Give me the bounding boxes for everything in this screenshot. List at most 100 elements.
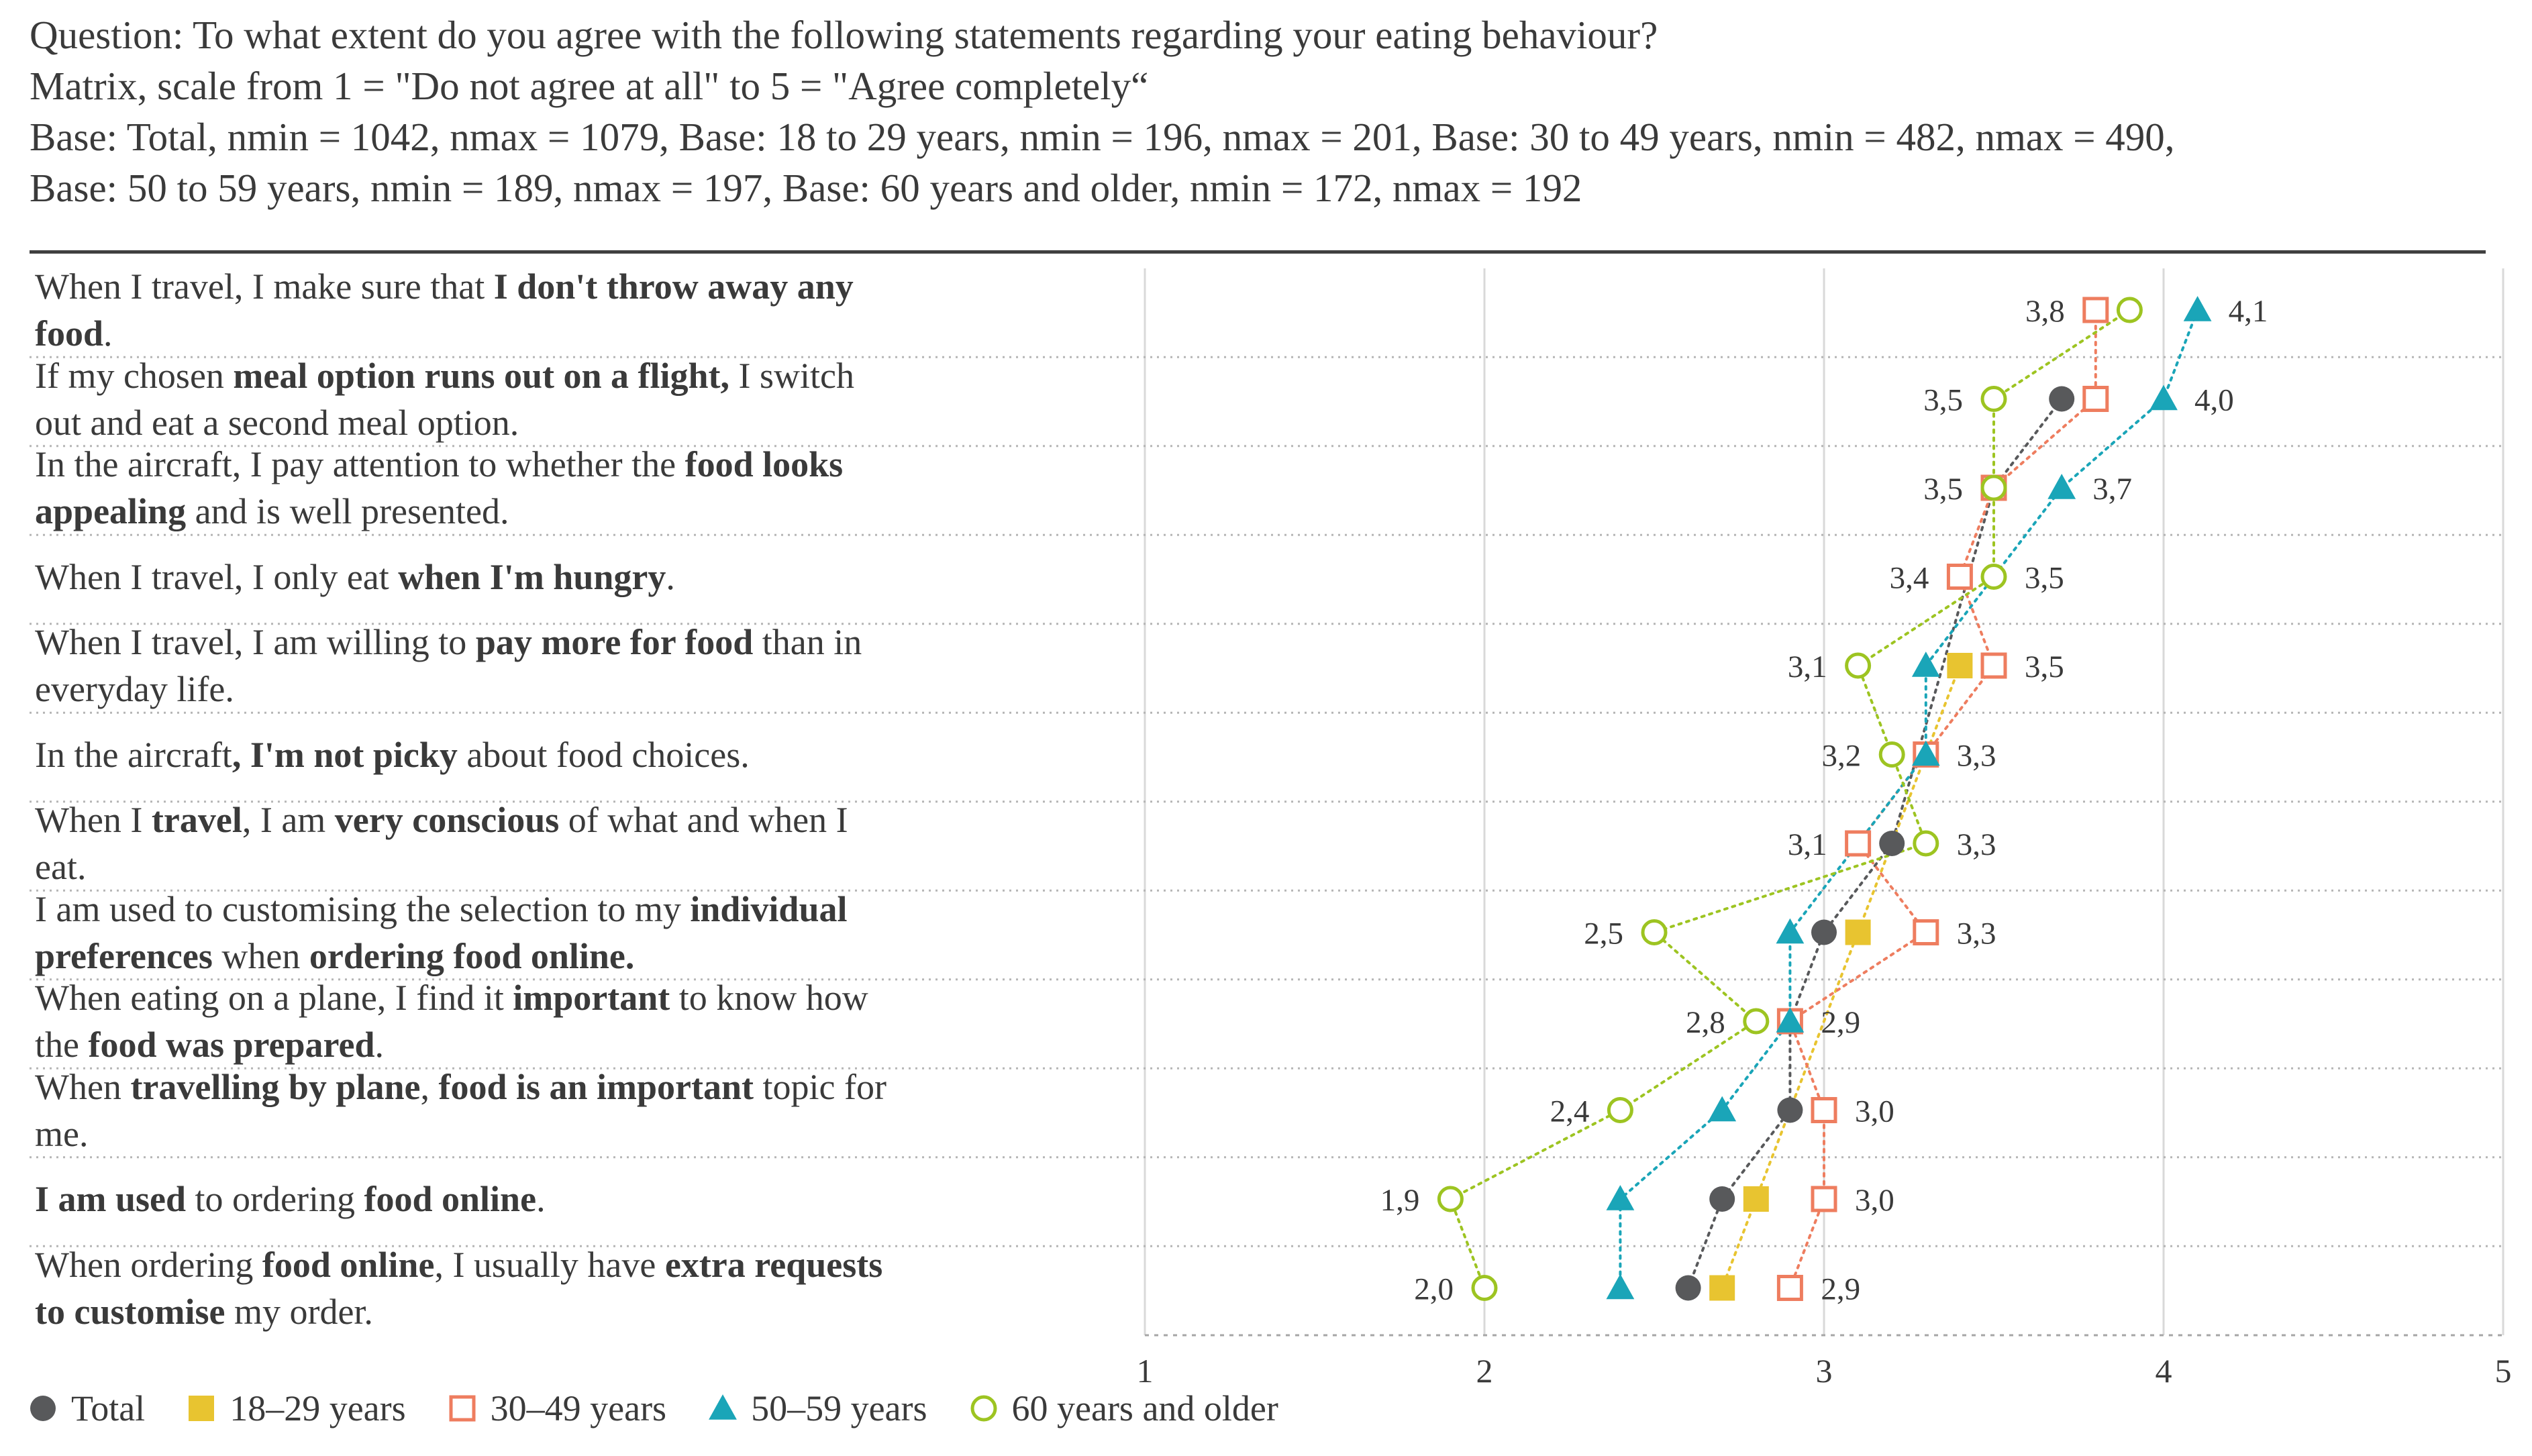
legend-marker-icon (189, 1396, 215, 1421)
legend-item: 60 years and older (968, 1388, 1278, 1429)
statement-text: food online (262, 1244, 435, 1285)
statement-text: individual (690, 888, 848, 929)
legend-item: 18–29 years (185, 1388, 406, 1429)
header-divider (30, 250, 2486, 254)
data-point-30-49-years (1776, 1275, 1803, 1301)
data-point-60-years-and-older (2116, 297, 2143, 323)
statement-text: When I travel, I am willing to (35, 622, 476, 662)
data-point-50-59-years (2183, 296, 2212, 321)
data-point-total (1777, 1097, 1803, 1123)
data-label: 3,5 (1923, 472, 1963, 507)
data-point-total (2049, 386, 2075, 412)
x-tick-label-3: 3 (1816, 1352, 1833, 1390)
data-point-18-29-years (1845, 919, 1871, 945)
legend-marker-icon (709, 1394, 737, 1420)
legend-marker (970, 1395, 997, 1422)
statement-text: travel (151, 800, 242, 840)
statement-text: to customise (35, 1291, 225, 1332)
statement-label: In the aircraft, I'm not picky about foo… (35, 731, 1082, 778)
data-point-30-49-years (1811, 1097, 1837, 1123)
legend-marker (189, 1396, 215, 1421)
data-label: 2,8 (1686, 1005, 1725, 1040)
statement-text: food looks (685, 444, 844, 484)
statement-text: when I'm hungry (398, 556, 666, 597)
data-point-60-years-and-older (1607, 1097, 1633, 1123)
x-tick-label-4: 4 (2156, 1352, 2172, 1390)
statement-text: and is well presented. (186, 491, 509, 531)
data-label: 4,1 (2229, 294, 2268, 329)
statement-text: meal option runs out on a flight, (233, 355, 730, 396)
data-point-18-29-years (1709, 1275, 1735, 1301)
statement-text: If my chosen (35, 355, 234, 396)
statement-label: In the aircraft, I pay attention to whet… (35, 441, 1082, 535)
legend-label: 18–29 years (230, 1388, 406, 1428)
statement-text: extra requests (664, 1244, 883, 1285)
statement-text: I am used to customising the selection t… (35, 888, 691, 929)
data-label: 3,7 (2092, 472, 2132, 507)
data-point-60-years-and-older (1471, 1275, 1498, 1301)
data-point-60-years-and-older (1878, 741, 1905, 768)
legend-marker-icon (449, 1395, 476, 1422)
data-label: 3,0 (1855, 1183, 1894, 1218)
data-point-50-59-years (1911, 652, 1940, 677)
data-label: 2,9 (1821, 1272, 1860, 1307)
statement-text: my order. (225, 1291, 373, 1332)
data-point-18-29-years (1947, 653, 1973, 678)
x-tick-label-1: 1 (1137, 1352, 1154, 1390)
statement-text: food (35, 313, 104, 354)
base-line-1: Base: Total, nmin = 1042, nmax = 1079, B… (30, 115, 2175, 159)
statement-text: , I'm not picky (232, 734, 458, 775)
statement-text: important (513, 978, 670, 1018)
statement-text: . (666, 556, 675, 597)
data-label: 2,5 (1584, 917, 1623, 951)
statement-text: When ordering (35, 1244, 262, 1285)
data-point-50-59-years (2047, 474, 2076, 499)
legend-label: Total (71, 1388, 146, 1428)
statement-text: , (420, 1066, 439, 1107)
data-point-60-years-and-older (1913, 830, 1939, 857)
legend-item: 30–49 years (446, 1388, 666, 1429)
statement-label: When I travel, I make sure that I don't … (35, 263, 1082, 357)
statement-text: than in (753, 622, 862, 662)
data-label: 3,5 (1923, 383, 1963, 418)
statement-text: When (35, 1066, 131, 1107)
data-point-50-59-years (2149, 384, 2178, 411)
data-point-30-49-years (2082, 297, 2109, 323)
data-label: 3,5 (2025, 649, 2064, 684)
data-point-60-years-and-older (1743, 1008, 1770, 1035)
statement-text: eat. (35, 847, 87, 887)
legend-marker (449, 1395, 476, 1422)
legend-marker-icon (970, 1395, 997, 1422)
statement-label: I am used to ordering food online. (35, 1176, 1082, 1223)
statement-label: If my chosen meal option runs out on a f… (35, 352, 1082, 446)
statement-label: I am used to customising the selection t… (35, 886, 1082, 980)
statement-label: When I travel, I only eat when I'm hungr… (35, 554, 1082, 601)
statement-text: , I am (242, 800, 335, 840)
statement-text: when (212, 935, 309, 976)
data-point-30-49-years (2082, 386, 2109, 412)
data-point-30-49-years (1811, 1186, 1837, 1212)
statement-label: When eating on a plane, I find it import… (35, 974, 1082, 1068)
statement-text: very conscious (334, 800, 560, 840)
data-point-total (1879, 831, 1905, 856)
data-label: 3,3 (1957, 917, 1996, 951)
data-point-30-49-years (1946, 564, 1973, 590)
question-text: Question: To what extent do you agree wi… (30, 13, 1658, 57)
statement-text: to know how (670, 978, 868, 1018)
data-label: 2,4 (1550, 1094, 1590, 1129)
statement-text: preferences (35, 935, 213, 976)
data-label: 4,0 (2194, 383, 2234, 418)
statement-text: about food choices. (457, 734, 750, 775)
statement-text: food was prepared (88, 1025, 375, 1065)
legend-label: 60 years and older (1011, 1388, 1278, 1428)
statement-text: everyday life. (35, 669, 234, 709)
data-label: 3,3 (1957, 739, 1996, 774)
data-point-18-29-years (1743, 1186, 1769, 1212)
statement-text: out and eat a second meal option. (35, 402, 519, 443)
legend-label: 50–59 years (751, 1388, 927, 1428)
statement-text: , I usually have (434, 1244, 665, 1285)
statement-text: ordering food online. (309, 935, 635, 976)
matrix-description: Matrix, scale from 1 = "Do not agree at … (30, 64, 1149, 108)
statement-text: When I travel, I make sure that (35, 266, 494, 307)
